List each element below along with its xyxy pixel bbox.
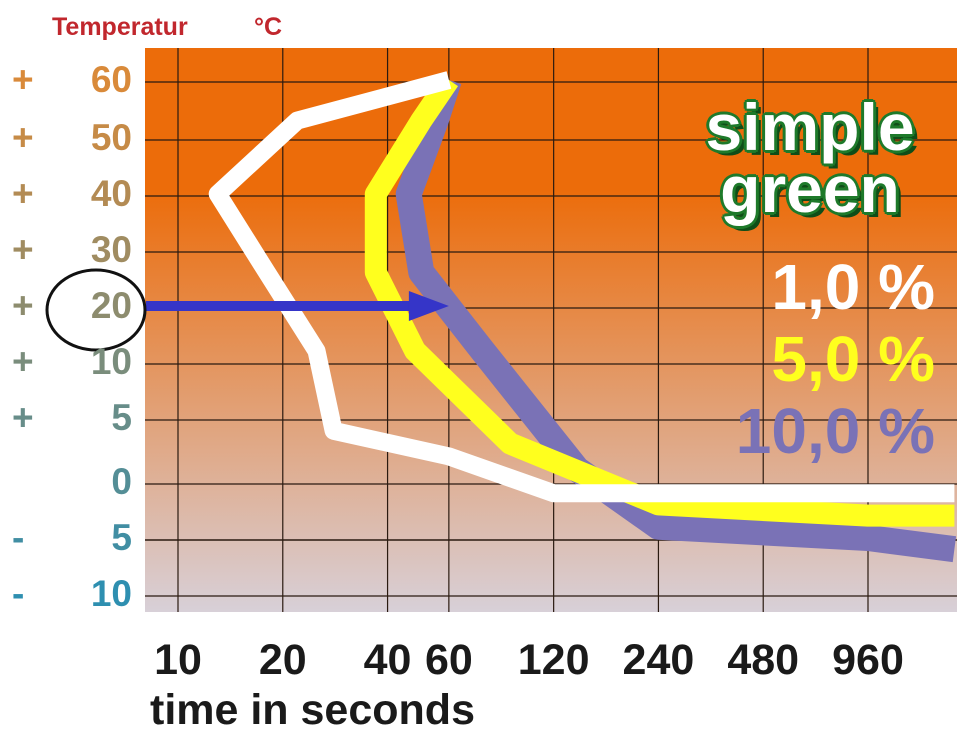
y-tick-value: 40 [90, 173, 132, 214]
y-tick-value: 60 [90, 59, 132, 100]
series-layer [208, 71, 957, 563]
x-tick-label: 40 [363, 636, 412, 684]
logo-line-1: simple [705, 90, 915, 164]
y-tick-sign: + [12, 117, 34, 158]
simple-green-logo: simple green [688, 88, 932, 233]
y-tick-sign: + [12, 229, 34, 270]
logo-line-2: green [720, 152, 900, 226]
x-tick-label: 120 [517, 636, 590, 684]
y-tick-value: 5 [111, 517, 132, 558]
x-tick-label: 60 [424, 636, 473, 684]
y-tick-value: 50 [90, 117, 132, 158]
x-tick-label: 480 [727, 636, 800, 684]
y-tick-sign: - [12, 517, 25, 558]
y-tick-label: - 10 [0, 574, 140, 614]
highlight-circle [45, 268, 147, 352]
series-line-100 [395, 75, 957, 563]
legend-entry-5: 5,0 % [771, 323, 935, 395]
y-tick-sign: + [12, 397, 34, 438]
y-tick-value: 30 [90, 229, 132, 270]
arrow-head [408, 291, 449, 321]
legend-entry-1: 1,0 % [771, 251, 935, 323]
x-tick-label: 10 [154, 636, 202, 684]
y-tick-value: 10 [90, 341, 132, 382]
x-tick-label: 240 [622, 636, 695, 684]
annotation-layer [45, 268, 449, 352]
y-tick-label: +20 [0, 286, 140, 326]
x-tick-label: 20 [258, 636, 307, 684]
series-line-50 [364, 73, 955, 527]
y-tick-sign: - [12, 573, 25, 614]
y-tick-value: 10 [90, 573, 132, 614]
y-tick-value: 20 [90, 285, 132, 326]
y-tick-label: +10 [0, 342, 140, 382]
y-axis-title: Temperatur [52, 13, 188, 41]
x-tick-label: 960 [832, 636, 904, 684]
legend-entry-10: 10,0 % [735, 395, 935, 467]
y-tick-label: -5 [0, 518, 140, 558]
y-tick-sign: + [12, 285, 34, 326]
y-tick-label: +30 [0, 230, 140, 270]
y-tick-label: +40 [0, 174, 140, 214]
y-axis-unit: °C [254, 13, 283, 41]
y-tick-sign: + [12, 173, 34, 214]
series-line-10 [208, 71, 955, 503]
y-tick-sign: + [12, 341, 34, 382]
x-axis-title: time in seconds [150, 686, 475, 734]
y-tick-sign: + [12, 59, 34, 100]
y-tick-label: 0 [0, 462, 140, 502]
y-tick-label: +50 [0, 118, 140, 158]
y-tick-label: +60 [0, 60, 140, 100]
y-tick-label: +5 [0, 398, 140, 438]
y-tick-value: 0 [111, 461, 132, 502]
y-tick-value: 5 [111, 397, 132, 438]
